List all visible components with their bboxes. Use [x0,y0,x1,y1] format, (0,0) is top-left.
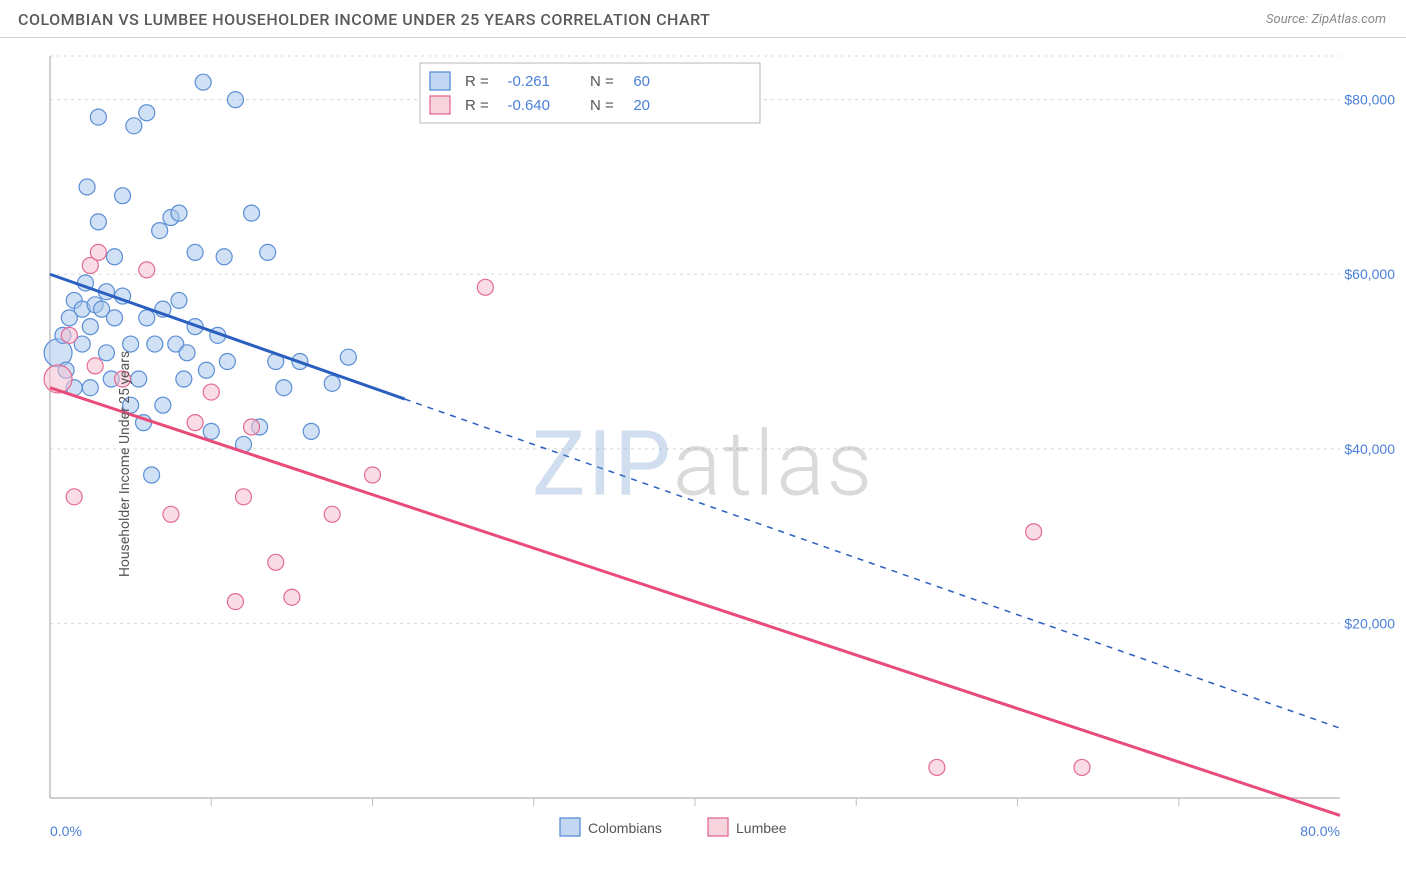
svg-text:0.0%: 0.0% [50,823,82,839]
svg-text:-0.640: -0.640 [507,97,550,114]
svg-text:R =: R = [465,73,489,90]
chart-header: COLOMBIAN VS LUMBEE HOUSEHOLDER INCOME U… [0,0,1406,38]
chart-source: Source: ZipAtlas.com [1266,12,1386,27]
source-name: ZipAtlas.com [1311,12,1386,27]
source-label: Source: [1266,12,1311,27]
chart-area: Householder Income Under 25 years ZIPatl… [0,38,1406,890]
y-axis-label: Householder Income Under 25 years [117,351,133,577]
chart-title: COLOMBIAN VS LUMBEE HOUSEHOLDER INCOME U… [18,10,710,29]
svg-text:N =: N = [590,73,614,90]
svg-text:$60,000: $60,000 [1344,266,1395,282]
svg-text:60: 60 [633,73,650,90]
svg-text:N =: N = [590,97,614,114]
svg-text:-0.261: -0.261 [507,73,550,90]
scatter-chart: $20,000 $40,000 $60,000 $80,000 0.0% 80.0% R =… [0,38,1406,890]
svg-text:20: 20 [633,97,650,114]
svg-text:$20,000: $20,000 [1344,615,1395,631]
svg-text:80.0%: 80.0% [1300,823,1340,839]
svg-text:Colombians: Colombians [588,820,662,836]
svg-text:Lumbee: Lumbee [736,820,787,836]
svg-text:$40,000: $40,000 [1344,441,1395,457]
svg-text:R =: R = [465,97,489,114]
svg-text:$80,000: $80,000 [1344,92,1395,108]
